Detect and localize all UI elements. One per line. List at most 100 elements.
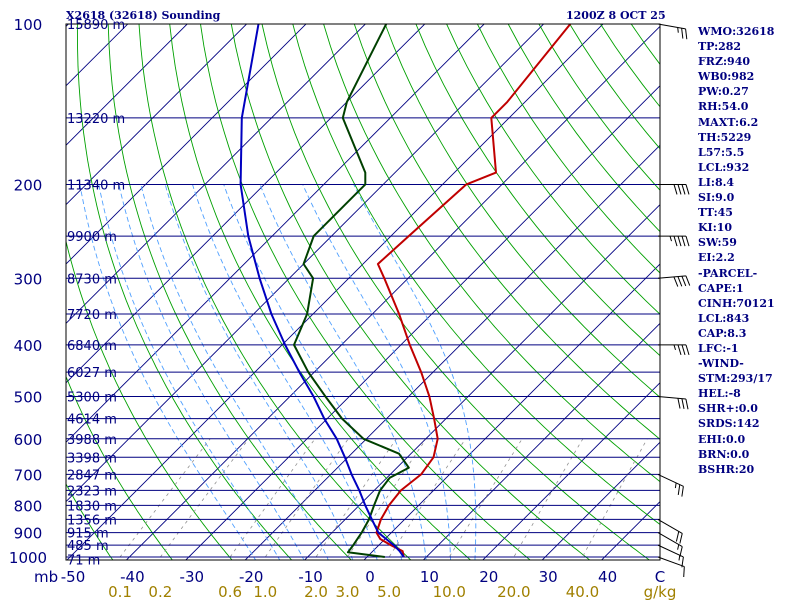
wind-barb-half-flag	[674, 482, 677, 489]
pressure-tick-label: 800	[14, 497, 43, 515]
stat-item: WB0:982	[698, 70, 755, 84]
wind-barb	[657, 556, 685, 578]
height-label: 4614 m	[67, 413, 117, 428]
dry-adiabat-line	[446, 24, 660, 315]
dry-adiabat-line	[507, 24, 660, 233]
isotherm-line	[303, 203, 660, 560]
stat-item: TH:5229	[698, 130, 752, 144]
moist-adiabat-line	[118, 184, 305, 560]
wind-barb-flag	[677, 235, 682, 247]
isotherm-line	[66, 24, 307, 265]
isotherm-line	[66, 24, 485, 443]
height-label: 2323 m	[67, 484, 117, 499]
wind-barb	[657, 473, 684, 497]
dry-adiabat-line	[138, 24, 412, 560]
height-label: 8730 m	[67, 272, 117, 287]
pressure-tick-label: 1000	[9, 549, 47, 567]
height-label: 3988 m	[67, 433, 117, 448]
height-label: 915 m	[67, 527, 109, 542]
height-label: 6840 m	[67, 339, 117, 354]
chart-datetime: 1200Z 8 OCT 25	[566, 9, 666, 22]
height-label: 13220 m	[67, 112, 125, 127]
wind-barb-half-flag	[673, 344, 676, 351]
dry-adiabat-line	[230, 24, 591, 560]
height-label: 2847 m	[67, 468, 117, 483]
wind-barb	[657, 532, 683, 557]
moist-adiabat-line	[140, 184, 329, 560]
wind-barb-flag	[677, 484, 681, 495]
temperature-tick-label: -10	[298, 568, 323, 586]
stat-item: LCL:843	[698, 311, 750, 325]
wind-barb-flag	[677, 344, 682, 356]
temperature-tick-label: 40	[598, 568, 617, 586]
wind-barb	[657, 275, 691, 287]
mixing-ratio-label: 2.0	[304, 583, 328, 600]
moist-adiabat-line	[192, 184, 378, 560]
wind-barb-flag	[675, 531, 680, 542]
dry-adiabat-line	[569, 24, 660, 150]
dry-adiabat-line	[323, 24, 660, 483]
isotherm-line	[66, 24, 604, 560]
moist-adiabat-line	[164, 184, 354, 560]
stat-item: SRDS:142	[698, 417, 760, 431]
wind-barb-flag	[685, 184, 690, 195]
pressure-tick-label: 300	[14, 270, 43, 288]
wind-barb	[657, 518, 683, 544]
pressure-tick-label: 400	[14, 337, 43, 355]
moist-adiabat-line	[223, 184, 403, 560]
dry-adiabat-line	[662, 24, 800, 568]
stats-panel: WMO:32618 TP:282 FRZ:940 WB0:982 PW:0.27 RH:5…	[698, 24, 775, 477]
dry-adiabat-line	[66, 375, 173, 560]
mixing-ratio-line	[447, 438, 523, 560]
stat-item: EHI:0.0	[698, 432, 746, 446]
dry-adiabat-line	[630, 24, 660, 66]
wind-barb	[658, 235, 690, 247]
pressure-tick-label: 500	[14, 389, 43, 407]
isotherm-line	[653, 12, 800, 568]
height-label: 6027 m	[67, 366, 117, 381]
stat-item: EI:2.2	[698, 251, 735, 265]
temperature-unit-label: C	[655, 568, 665, 586]
wind-barb-flag	[681, 486, 684, 497]
chart-grid	[0, 12, 800, 568]
moist-adiabat-line	[353, 184, 477, 560]
wind-barb-flag	[673, 235, 678, 247]
stat-item: CAP:8.3	[698, 326, 747, 340]
wind-barb-flag	[677, 276, 683, 287]
wind-barb-flag	[685, 28, 688, 40]
height-label: 1830 m	[67, 499, 117, 514]
temperature-tick-label: 30	[539, 568, 558, 586]
isotherm-line	[66, 24, 188, 146]
mixing-ratio-label: 0.1	[108, 583, 132, 600]
dry-adiabat-line	[200, 24, 531, 560]
dry-adiabat-line	[76, 24, 293, 560]
mixing-ratio-label: 1.0	[253, 583, 277, 600]
temperature-tick-label: 10	[420, 568, 439, 586]
wind-barb-staff	[657, 518, 683, 534]
wind-barb-flag	[679, 546, 683, 557]
mixing-ratio-line	[227, 438, 316, 560]
isotherm-line	[363, 263, 660, 560]
isotherm-line	[66, 24, 426, 384]
wind-barb-flag	[673, 276, 679, 287]
wind-barb-flag	[681, 235, 686, 247]
wind-barb-flag	[681, 184, 686, 195]
temperature-tick-label: -40	[120, 568, 145, 586]
chart-frame	[65, 23, 661, 561]
mixing-ratio-line	[157, 438, 249, 560]
height-label: 71 m	[67, 553, 100, 568]
height-label: 1356 m	[67, 513, 117, 528]
wind-barb-flag	[685, 275, 691, 286]
dry-adiabat-line	[66, 239, 233, 560]
stat-item: SI:9.0	[698, 191, 735, 205]
stat-item: TT:45	[698, 206, 733, 220]
mixing-ratio-line	[580, 438, 648, 560]
dry-adiabat-line	[0, 24, 58, 568]
stat-item: -PARCEL-	[698, 266, 758, 280]
height-label: 5300 m	[67, 391, 117, 406]
stat-item: STM:293/17	[698, 372, 773, 386]
dry-adiabat-line	[600, 24, 660, 108]
stat-item: LFC:-1	[698, 341, 739, 355]
